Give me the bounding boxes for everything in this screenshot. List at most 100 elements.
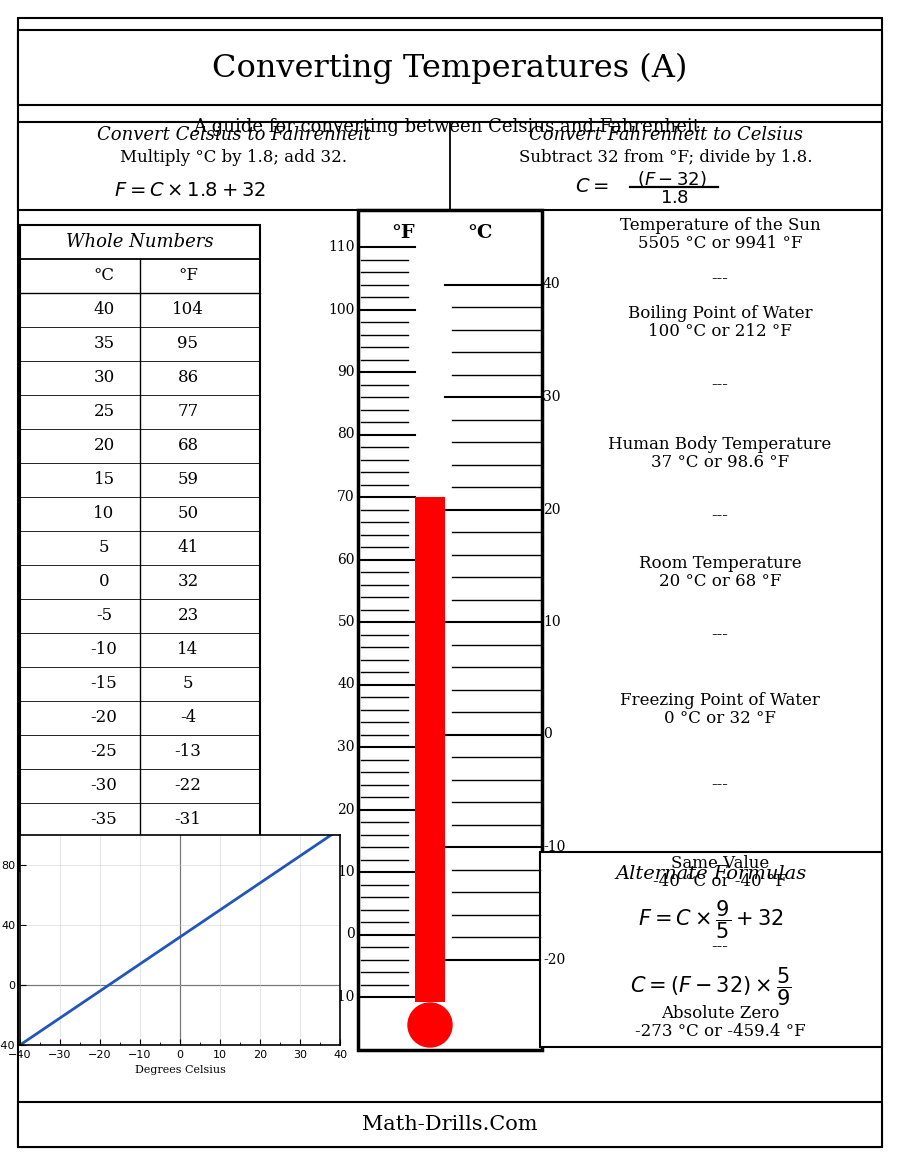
Text: Room Temperature: Room Temperature: [639, 555, 801, 572]
Text: $F = C \times 1.8 + 32$: $F = C \times 1.8 + 32$: [114, 182, 266, 200]
Text: -35: -35: [91, 812, 117, 828]
Text: Freezing Point of Water: Freezing Point of Water: [620, 692, 820, 709]
Text: 32: 32: [177, 573, 199, 591]
Text: 5505 °C or 9941 °F: 5505 °C or 9941 °F: [638, 235, 802, 253]
Text: -40: -40: [91, 846, 117, 862]
Text: -273 °C or -459.4 °F: -273 °C or -459.4 °F: [634, 1023, 806, 1039]
Text: Convert Fahrenheit to Celsius: Convert Fahrenheit to Celsius: [529, 126, 803, 144]
Text: 0: 0: [543, 727, 552, 741]
Text: -40 °C or -40 °F: -40 °C or -40 °F: [653, 873, 787, 890]
Text: 50: 50: [177, 506, 199, 522]
Text: Convert Celsius to Fahrenheit: Convert Celsius to Fahrenheit: [97, 126, 371, 144]
Text: 37 °C or 98.6 °F: 37 °C or 98.6 °F: [651, 453, 789, 471]
Text: 20: 20: [94, 438, 114, 454]
Text: 68: 68: [177, 438, 199, 454]
Text: 30: 30: [338, 740, 355, 754]
Text: 77: 77: [177, 403, 199, 421]
Text: -15: -15: [91, 676, 117, 692]
Text: 59: 59: [177, 472, 199, 488]
Bar: [415, 497, 445, 1002]
Text: Subtract 32 from °F; divide by 1.8.: Subtract 32 from °F; divide by 1.8.: [519, 148, 813, 165]
Text: °C: °C: [94, 268, 114, 284]
Text: 50: 50: [338, 615, 355, 629]
Text: 90: 90: [338, 365, 355, 379]
Text: -10: -10: [543, 840, 565, 854]
Text: °F: °F: [392, 224, 415, 242]
Text: 0 °C or 32 °F: 0 °C or 32 °F: [664, 709, 776, 727]
Text: ---: ---: [712, 270, 728, 287]
Text: 20: 20: [338, 803, 355, 817]
Circle shape: [408, 1003, 452, 1047]
Text: ---: ---: [712, 376, 728, 393]
Text: ---: ---: [712, 776, 728, 793]
Text: 104: 104: [172, 302, 204, 318]
Text: 0: 0: [346, 927, 355, 941]
Text: 70: 70: [338, 490, 355, 504]
Text: 80: 80: [338, 428, 355, 442]
Text: 10: 10: [94, 506, 114, 522]
Text: $C =$: $C =$: [575, 178, 609, 196]
Text: 10: 10: [338, 864, 355, 880]
Bar: [18, 1102, 882, 1148]
Text: $F = C \times \dfrac{9}{5} + 32$: $F = C \times \dfrac{9}{5} + 32$: [638, 898, 784, 941]
Text: Math-Drills.Com: Math-Drills.Com: [362, 1116, 538, 1135]
Text: ---: ---: [712, 507, 728, 524]
Text: 40: 40: [543, 277, 561, 291]
Bar: [540, 852, 882, 1047]
Text: $(F - 32)$: $(F - 32)$: [637, 169, 706, 189]
Text: Converting Temperatures (A): Converting Temperatures (A): [212, 52, 688, 84]
Text: -22: -22: [175, 777, 202, 795]
Text: 25: 25: [94, 403, 114, 421]
Text: ---: ---: [712, 626, 728, 643]
Text: Alternate Formulas: Alternate Formulas: [616, 864, 806, 883]
Text: 5: 5: [183, 676, 194, 692]
Text: Whole Numbers: Whole Numbers: [67, 233, 214, 250]
Bar: [18, 30, 882, 105]
Bar: [358, 210, 542, 1050]
Bar: [20, 225, 260, 871]
Text: 0: 0: [99, 573, 109, 591]
Text: Boiling Point of Water: Boiling Point of Water: [627, 304, 813, 322]
Text: -30: -30: [91, 777, 117, 795]
Text: Human Body Temperature: Human Body Temperature: [608, 436, 832, 453]
Text: -10: -10: [333, 990, 355, 1004]
Text: $C = (F - 32) \times \dfrac{5}{9}$: $C = (F - 32) \times \dfrac{5}{9}$: [630, 966, 792, 1008]
Text: 5: 5: [99, 539, 109, 557]
Text: $1.8$: $1.8$: [660, 189, 688, 207]
Text: -20: -20: [91, 709, 117, 727]
Text: -4: -4: [180, 709, 196, 727]
Text: 15: 15: [94, 472, 114, 488]
Text: 14: 14: [177, 642, 199, 658]
Text: °F: °F: [178, 268, 198, 284]
Text: Multiply °C by 1.8; add 32.: Multiply °C by 1.8; add 32.: [121, 148, 347, 165]
Text: -13: -13: [175, 743, 202, 761]
Text: 100 °C or 212 °F: 100 °C or 212 °F: [648, 323, 792, 339]
Text: 95: 95: [177, 336, 199, 353]
Text: Absolute Zero: Absolute Zero: [661, 1004, 779, 1022]
Text: 40: 40: [338, 678, 355, 692]
Text: 100: 100: [328, 303, 355, 317]
Text: -10: -10: [91, 642, 117, 658]
Text: A guide for converting between Celsius and Fahrenheit.: A guide for converting between Celsius a…: [194, 118, 706, 136]
X-axis label: Degrees Celsius: Degrees Celsius: [135, 1066, 225, 1075]
Text: 86: 86: [177, 369, 199, 387]
Text: -20: -20: [543, 953, 565, 967]
Text: 40: 40: [94, 302, 114, 318]
Text: °C: °C: [467, 224, 493, 242]
Text: 30: 30: [94, 369, 114, 387]
Text: 20: 20: [543, 502, 561, 516]
Text: -31: -31: [175, 812, 202, 828]
Text: 23: 23: [177, 607, 199, 624]
Text: Same Value: Same Value: [670, 854, 770, 871]
Text: 60: 60: [338, 552, 355, 566]
Text: -5: -5: [96, 607, 112, 624]
Text: 35: 35: [94, 336, 114, 353]
Text: 110: 110: [328, 240, 355, 254]
Bar: [18, 122, 882, 210]
Text: ---: ---: [712, 939, 728, 955]
Text: Temperature of the Sun: Temperature of the Sun: [620, 218, 820, 234]
Text: 30: 30: [543, 390, 561, 404]
Text: 41: 41: [177, 539, 199, 557]
Text: -40: -40: [175, 846, 202, 862]
Text: 10: 10: [543, 615, 561, 629]
